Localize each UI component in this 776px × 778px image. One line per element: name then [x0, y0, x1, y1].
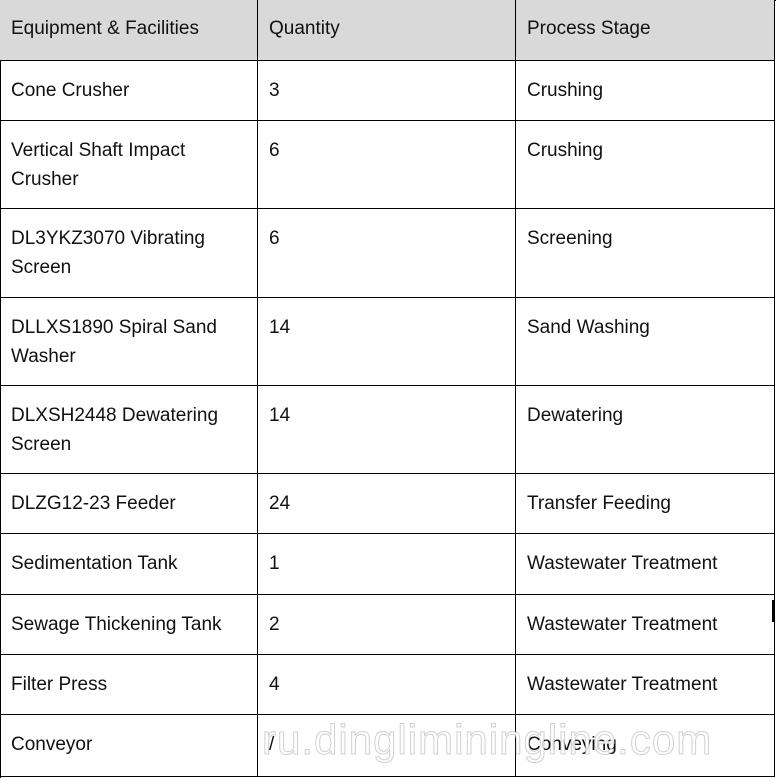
table-cell: 14	[258, 386, 516, 474]
table-cell: 4	[258, 655, 516, 715]
table-cell: DLXSH2448 Dewatering Screen	[0, 386, 258, 474]
edge-mark	[772, 600, 775, 622]
table-cell: Screening	[516, 209, 775, 298]
table-cell: Crushing	[516, 121, 775, 209]
table-cell: /	[258, 715, 516, 777]
table-cell: Cone Crusher	[0, 61, 258, 121]
table-cell: DLLXS1890 Spiral Sand Washer	[0, 298, 258, 386]
table-cell: 2	[258, 595, 516, 655]
table-cell: Filter Press	[0, 655, 258, 715]
table-cell: DLZG12-23 Feeder	[0, 474, 258, 534]
table-cell: 24	[258, 474, 516, 534]
table-cell: Vertical Shaft Impact Crusher	[0, 121, 258, 209]
table-cell: Crushing	[516, 61, 775, 121]
watermark: ru.dingliminingline.com	[261, 716, 713, 764]
table-cell: Conveying	[516, 715, 775, 777]
table-cell: DL3YKZ3070 Vibrating Screen	[0, 209, 258, 298]
table-cell: Wastewater Treatment	[516, 655, 775, 715]
table-cell: Sewage Thickening Tank	[0, 595, 258, 655]
table-cell: Conveyor	[0, 715, 258, 777]
table-cell: Sand Washing	[516, 298, 775, 386]
table-cell: 3	[258, 61, 516, 121]
table-cell: Wastewater Treatment	[516, 595, 775, 655]
header-cell: Quantity	[258, 0, 516, 61]
table-cell: 6	[258, 209, 516, 298]
header-cell: Equipment & Facilities	[0, 0, 258, 61]
table-cell: 14	[258, 298, 516, 386]
table-cell: Sedimentation Tank	[0, 534, 258, 595]
table-cell: Wastewater Treatment	[516, 534, 775, 595]
table-cell: Transfer Feeding	[516, 474, 775, 534]
table-cell: Dewatering	[516, 386, 775, 474]
header-cell: Process Stage	[516, 0, 775, 61]
table-cell: 6	[258, 121, 516, 209]
table-cell: 1	[258, 534, 516, 595]
